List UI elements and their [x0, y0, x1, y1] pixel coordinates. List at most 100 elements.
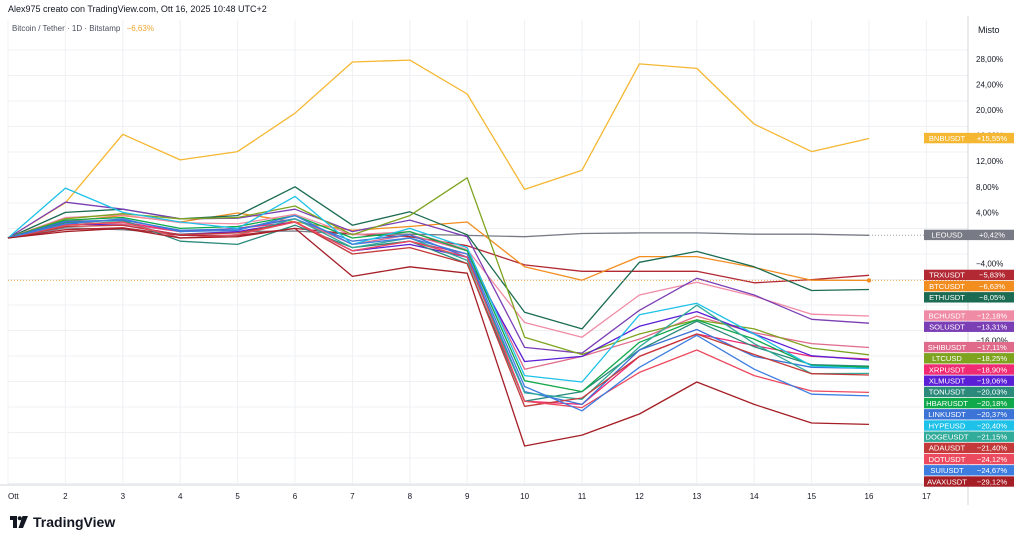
price-label-ticker: SUIUSDT	[930, 466, 964, 475]
price-label-ticker: XRPUSDT	[929, 365, 966, 374]
price-label-ticker-bg	[924, 321, 970, 332]
price-label-value: −29,12%	[977, 477, 1007, 486]
price-label-value: −5,83%	[979, 271, 1005, 280]
price-label-ltcusd[interactable]: LTCUSD −18,25%	[924, 353, 1014, 364]
x-tick-label: 11	[578, 492, 587, 501]
y-tick-label: 4,00%	[976, 208, 999, 217]
price-label-value-bg	[970, 476, 1014, 487]
price-label-ticker-bg	[924, 420, 970, 431]
price-label-value-bg	[970, 386, 1014, 398]
tradingview-logo-icon	[10, 516, 28, 528]
price-label-value-bg	[970, 292, 1014, 303]
price-label-dotusdt[interactable]: DOTUSDT −24,12%	[924, 453, 1014, 465]
price-label-ticker: XLMUSDT	[929, 377, 966, 386]
y-tick-label: 8,00%	[976, 183, 999, 192]
price-label-value-bg	[970, 353, 1014, 364]
series-line-hypeusd[interactable]	[7, 187, 870, 383]
price-label-value-bg	[970, 465, 1014, 476]
price-label-shibusdt[interactable]: SHIBUSDT −17,11%	[924, 341, 1014, 353]
price-label-ticker: BNBUSDT	[929, 134, 966, 143]
y-tick-label: 28,00%	[976, 55, 1003, 64]
series-line-solusdt[interactable]	[7, 201, 870, 354]
price-label-ethusdt[interactable]: ETHUSDT −8,05%	[924, 292, 1014, 303]
price-label-ticker: SHIBUSDT	[928, 343, 967, 352]
price-label-xrpusdt[interactable]: XRPUSDT −18,90%	[924, 364, 1014, 375]
brand-name: TradingView	[33, 514, 116, 530]
price-label-ticker: HYPEUSD	[929, 421, 966, 430]
x-tick-label: Ott	[8, 492, 19, 501]
price-label-ticker: HBARUSDT	[926, 399, 968, 408]
price-label-value: −8,05%	[979, 293, 1005, 302]
price-label-value: −18,25%	[977, 354, 1007, 363]
price-label-ticker-bg	[924, 431, 970, 442]
price-label-ticker: TRXUSDT	[929, 271, 965, 280]
price-label-tonusdt[interactable]: TONUSDT −20,03%	[924, 386, 1014, 398]
price-label-ticker: SOLUSDT	[929, 323, 965, 332]
price-label-dogeusdt[interactable]: DOGEUSDT −21,15%	[924, 431, 1014, 442]
price-label-ticker: LEOUSD	[931, 231, 963, 240]
y-tick-label: 24,00%	[976, 80, 1003, 89]
series-line-suiusdt[interactable]	[7, 214, 870, 412]
price-scale-mode[interactable]: Misto	[978, 25, 1000, 35]
price-label-ticker-bg	[924, 386, 970, 398]
x-tick-label: 9	[465, 492, 470, 501]
price-label-value: −18,90%	[977, 365, 1007, 374]
price-label-bchusdt[interactable]: BCHUSDT −12,18%	[924, 310, 1014, 321]
price-label-value: −12,18%	[977, 311, 1007, 320]
price-label-value-bg	[970, 397, 1014, 409]
price-label-adausdt[interactable]: ADAUSDT −21,40%	[924, 442, 1014, 454]
price-label-ticker-bg	[924, 375, 970, 386]
tradingview-brand[interactable]: TradingView	[10, 514, 115, 530]
price-label-value: −24,12%	[977, 455, 1007, 464]
price-label-ticker: DOTUSDT	[929, 455, 966, 464]
price-label-linkusdt[interactable]: LINKUSDT −20,37%	[924, 409, 1014, 420]
price-label-trxusdt[interactable]: TRXUSDT −5,83%	[924, 269, 1014, 281]
series-line-dotusdt[interactable]	[7, 221, 870, 409]
price-label-avaxusdt[interactable]: AVAXUSDT −29,12%	[924, 476, 1014, 487]
price-label-value-bg	[970, 442, 1014, 454]
y-tick-label: −16,00%	[976, 336, 1008, 345]
price-label-value: −20,03%	[977, 388, 1007, 397]
price-label-value: +0,42%	[979, 231, 1005, 240]
price-label-value: −19,06%	[977, 377, 1007, 386]
price-label-bnbusdt[interactable]: BNBUSDT +15,55%	[924, 132, 1014, 144]
series-line-bnbusdt[interactable]	[7, 59, 870, 239]
price-label-ticker-bg	[924, 476, 970, 487]
series-line-avaxusdt[interactable]	[7, 227, 870, 447]
x-tick-label: 6	[293, 492, 298, 501]
price-label-ticker: DOGEUSDT	[925, 433, 968, 442]
price-label-value: −21,40%	[977, 444, 1007, 453]
series-line-xrpusdt[interactable]	[7, 221, 870, 406]
price-label-value-bg	[970, 280, 1014, 292]
price-label-ticker-bg	[924, 353, 970, 364]
series-line-bchusdt[interactable]	[7, 213, 870, 338]
price-label-suiusdt[interactable]: SUIUSDT −24,67%	[924, 465, 1014, 476]
series-line-ethusdt[interactable]	[7, 186, 870, 330]
price-label-ticker-bg	[924, 341, 970, 353]
price-label-value-bg	[970, 321, 1014, 332]
price-label-ticker-bg	[924, 280, 970, 292]
price-label-ticker: ETHUSDT	[929, 293, 965, 302]
price-label-hbarusdt[interactable]: HBARUSDT −20,18%	[924, 397, 1014, 409]
price-label-value: −20,37%	[977, 410, 1007, 419]
price-label-leousd[interactable]: LEOUSD +0,42%	[924, 229, 1014, 241]
price-label-value: +15,55%	[977, 134, 1007, 143]
price-label-ticker-bg	[924, 453, 970, 465]
series-line-hbarusdt[interactable]	[7, 214, 870, 393]
price-label-value-bg	[970, 269, 1014, 281]
symbol-legend[interactable]: Bitcoin / Tether · 1D · Bitstamp −6,63%	[12, 24, 154, 33]
price-label-ticker-bg	[924, 409, 970, 420]
price-label-ticker: LTCUSD	[932, 354, 962, 363]
price-label-ticker: ADAUSDT	[929, 444, 966, 453]
price-label-ticker: BTCUSDT	[929, 282, 965, 291]
line-chart[interactable]: 28,00%24,00%20,00%16,00%12,00%8,00%4,00%…	[0, 0, 1024, 505]
btc-last-price-marker	[866, 278, 872, 283]
price-label-value-bg	[970, 420, 1014, 431]
price-label-hypeusd[interactable]: HYPEUSD −20,40%	[924, 420, 1014, 431]
price-label-btcusdt[interactable]: BTCUSDT −6,63%	[924, 280, 1014, 292]
price-label-xlmusdt[interactable]: XLMUSDT −19,06%	[924, 375, 1014, 386]
x-tick-label: 7	[350, 492, 355, 501]
price-label-solusdt[interactable]: SOLUSDT −13,31%	[924, 321, 1014, 332]
price-label-ticker: LINKUSDT	[928, 410, 966, 419]
x-tick-label: 17	[922, 492, 931, 501]
